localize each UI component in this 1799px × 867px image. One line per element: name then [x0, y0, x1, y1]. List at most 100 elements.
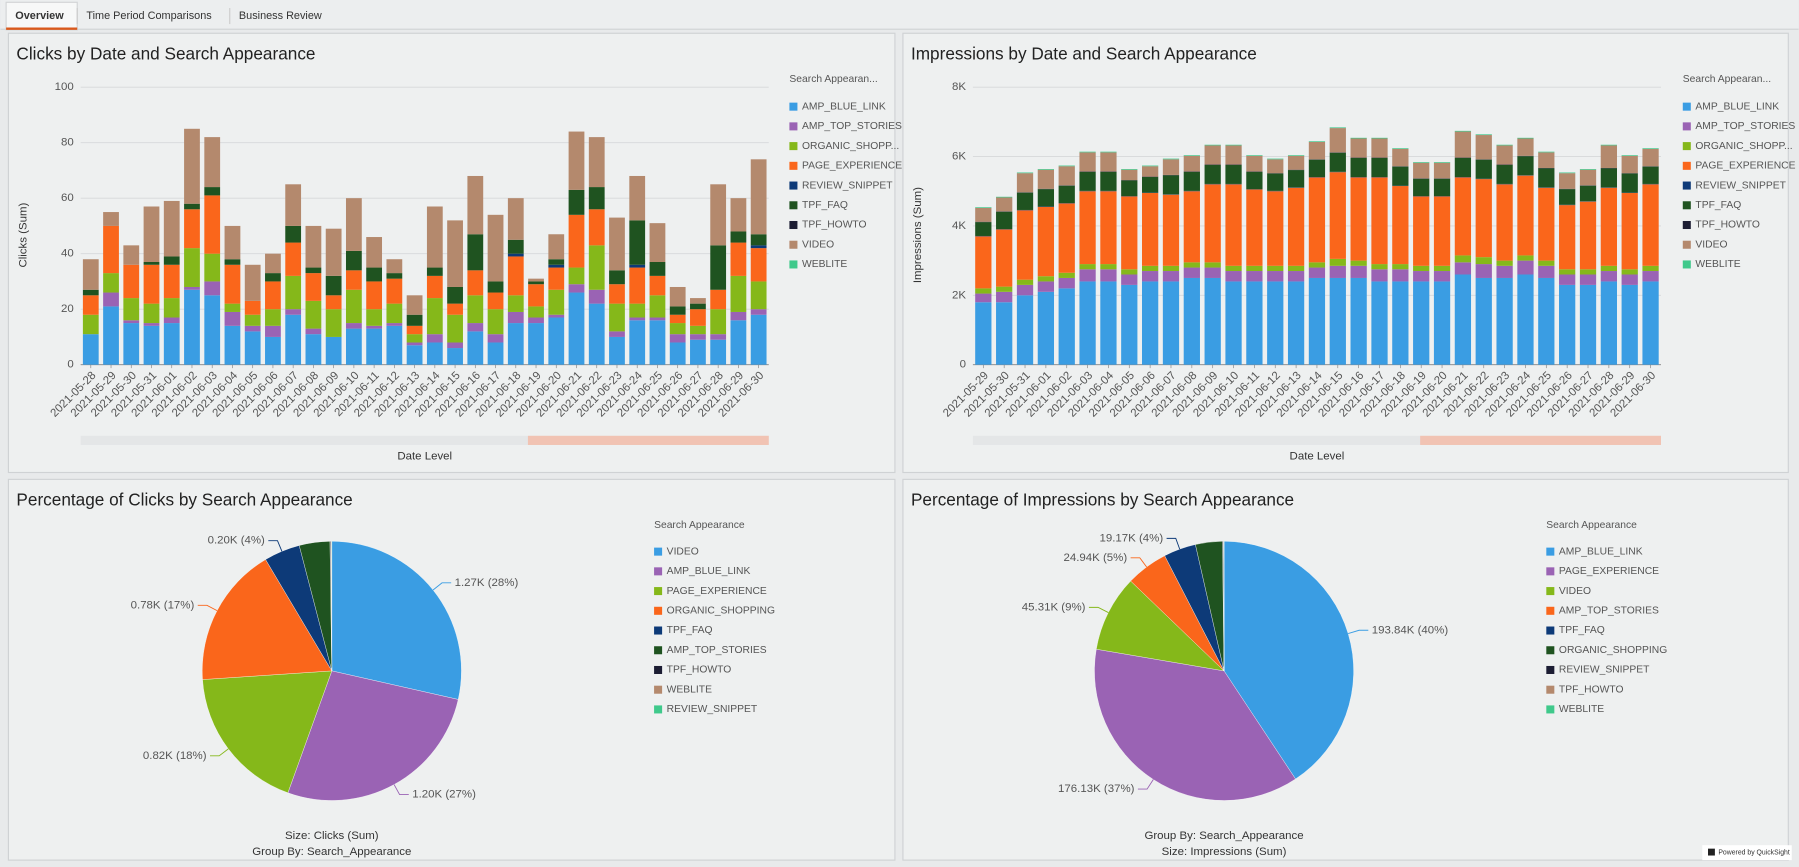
bar-segment	[669, 314, 686, 324]
bar-segment	[1308, 159, 1326, 178]
bar-segment	[1371, 281, 1388, 365]
bar-segment	[507, 295, 524, 312]
bar-segment	[325, 309, 342, 337]
bar-segment	[669, 342, 686, 365]
bar-segment	[1559, 205, 1576, 270]
bar-segment	[1204, 145, 1221, 165]
y-axis-title: Impressions (Sum)	[912, 187, 924, 283]
legend-swatch	[1546, 547, 1555, 556]
bar-segment	[366, 309, 383, 326]
bar-segment	[1246, 281, 1263, 365]
bar-segment	[710, 334, 727, 340]
bar-segment	[82, 295, 99, 315]
bar-segment	[406, 334, 423, 343]
bar-segment	[1100, 171, 1117, 191]
bar-segment	[305, 267, 322, 274]
bar-segment	[204, 195, 221, 254]
bar-segment	[103, 225, 119, 274]
tab[interactable]: Time Period Comparisons	[86, 10, 212, 22]
legend-swatch	[1682, 142, 1691, 151]
bar-segment	[1454, 157, 1472, 178]
bar-segment	[1100, 151, 1117, 153]
bar-segment	[1475, 257, 1492, 265]
bar-segment	[244, 325, 261, 332]
bar-segment	[285, 275, 302, 310]
bar-segment	[1538, 151, 1555, 153]
bar-segment	[1579, 201, 1597, 270]
label-leader	[1348, 629, 1369, 634]
bar-segment	[1204, 184, 1221, 263]
legend-label: WEBLITE	[802, 259, 847, 270]
y-axis-title: Clicks (Sum)	[17, 202, 29, 267]
legend-swatch	[789, 161, 798, 170]
bar-segment	[447, 286, 463, 304]
legend-swatch	[654, 587, 663, 596]
legend-swatch	[1546, 606, 1555, 615]
bar-segment	[609, 336, 625, 365]
bar-segment	[1308, 141, 1326, 142]
bar-segment	[184, 286, 200, 290]
bar-segment	[996, 286, 1013, 292]
bar-segment	[528, 278, 544, 282]
y-tick-label: 40	[61, 248, 74, 260]
bar-segment	[345, 198, 362, 251]
bar-segment	[265, 309, 281, 326]
bar-segment	[487, 214, 504, 282]
legend-swatch	[654, 606, 663, 615]
legend-label: TPF_FAQ	[667, 625, 713, 636]
tab[interactable]: Business Review	[239, 10, 322, 22]
tab[interactable]: Overview	[15, 10, 64, 22]
pie-slice	[287, 670, 459, 801]
label-leader	[432, 582, 452, 591]
bar-segment	[1329, 172, 1346, 259]
bar-segment	[1142, 192, 1159, 266]
bar-segment	[975, 293, 992, 303]
bar-segment	[224, 259, 241, 265]
bar-segment	[1559, 269, 1576, 275]
bar-segment	[1475, 264, 1492, 278]
bar-segment	[1287, 265, 1305, 272]
bar-segment	[1308, 262, 1326, 268]
bar-segment	[1079, 152, 1096, 172]
bar-segment	[1225, 271, 1242, 282]
bar-segment	[1475, 277, 1492, 365]
bar-segment	[1183, 155, 1200, 156]
bar-segment	[609, 270, 625, 285]
bar-segment	[1204, 144, 1221, 146]
bar-segment	[710, 339, 727, 365]
bar-segment	[1308, 141, 1326, 160]
bar-segment	[649, 295, 666, 318]
bar-segment	[1600, 144, 1617, 146]
tab-bar	[0, 0, 1799, 30]
legend-label: WEBLITE	[667, 684, 712, 695]
bar-segment	[1267, 271, 1284, 282]
bar-segment	[690, 309, 706, 326]
bar-segment	[1058, 165, 1075, 167]
bar-segment	[649, 223, 666, 263]
bar-segment	[1058, 203, 1075, 273]
bar-segment	[1121, 169, 1138, 181]
bar-segment	[507, 323, 524, 365]
bar-segment	[588, 303, 605, 365]
bar-segment	[649, 317, 666, 321]
bar-segment	[507, 253, 524, 257]
bar-segment	[1100, 269, 1117, 282]
legend-swatch	[789, 142, 798, 151]
bar-segment	[1037, 206, 1055, 277]
bar-segment	[426, 334, 443, 343]
bar-segment	[629, 303, 646, 318]
bar-segment	[975, 302, 992, 365]
bar-segment	[1642, 271, 1659, 282]
bar-segment	[163, 323, 180, 365]
bar-segment	[366, 325, 383, 329]
legend-title: Search Appearance	[1546, 520, 1637, 531]
label-leader	[1166, 537, 1181, 550]
slice-label: 1.20K (27%)	[412, 789, 476, 801]
bar-segment	[366, 237, 383, 268]
legend-swatch	[1682, 201, 1691, 210]
bar-segment	[588, 187, 605, 210]
bar-segment	[1454, 177, 1472, 256]
legend-swatch	[1682, 161, 1691, 170]
bar-segment	[1454, 131, 1472, 158]
bar-segment	[1413, 162, 1430, 163]
